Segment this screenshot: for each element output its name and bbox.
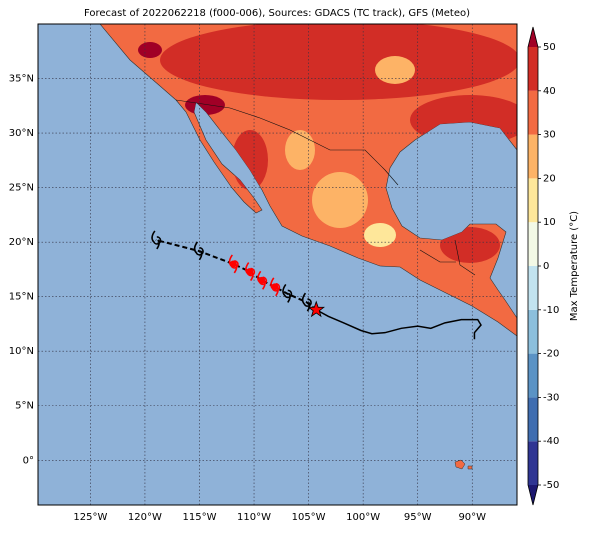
y-tick-label: 0°: [23, 455, 34, 466]
x-tick-label: 120°W: [128, 512, 162, 523]
colorbar-tick-label: 30: [543, 130, 556, 141]
y-tick-label: 15°N: [9, 292, 34, 303]
axis-labels: 125°W 120°W 115°W 110°W 105°W 100°W 95°W 90°W 0°…: [9, 74, 486, 523]
colorbar-tick-label: 0: [543, 261, 549, 272]
colorbar-tick-label: 20: [543, 173, 556, 184]
border: [175, 99, 399, 186]
y-tick-label: 20°N: [9, 237, 34, 248]
hot-region: [160, 24, 517, 100]
colorbar-tick-label: -40: [543, 436, 559, 447]
mild-region: [285, 130, 315, 170]
colorbar-swatch: [528, 353, 538, 398]
colorbar-tick-label: -20: [543, 349, 559, 360]
map-title: Forecast of 2022062218 (f000-006), Sourc…: [84, 8, 470, 19]
map-area: [38, 24, 517, 505]
mild-region: [312, 172, 368, 228]
storm-symbol: [270, 277, 281, 297]
storm-symbol: [151, 230, 162, 250]
x-tick-label: 105°W: [292, 512, 326, 523]
storm-symbol: [257, 270, 268, 290]
storm-symbol: [193, 241, 204, 261]
storm-symbol: [228, 254, 239, 274]
y-tick-label: 25°N: [9, 183, 34, 194]
storm-symbol: [245, 262, 256, 282]
y-tick-label: 30°N: [9, 128, 34, 139]
x-tick-label: 90°W: [458, 512, 486, 523]
map-frame: [37, 23, 518, 506]
current-position-star: [307, 300, 326, 318]
colorbar-swatch: [528, 309, 538, 354]
colorbar-swatch: [528, 134, 538, 179]
border: [419, 239, 476, 276]
colorbar-tick-label: -30: [543, 392, 559, 403]
x-tick-label: 125°W: [73, 512, 107, 523]
y-tick-label: 10°N: [9, 346, 34, 357]
x-tick-label: 110°W: [237, 512, 271, 523]
x-tick-label: 95°W: [404, 512, 432, 523]
tracks: [151, 230, 482, 340]
colorbar-swatch: [528, 178, 538, 223]
storm-symbol: [282, 283, 293, 303]
colorbar-label: Max Temperature (°C): [569, 211, 580, 321]
colorbar-swatch: [528, 441, 538, 485]
colorbar-tick-label: 50: [543, 42, 556, 53]
very-hot-region: [138, 42, 162, 58]
y-tick-label: 5°N: [15, 401, 34, 412]
storm-symbol: [301, 292, 312, 312]
colorbar-swatch: [528, 222, 538, 266]
cool-region: [364, 223, 396, 247]
x-tick-label: 100°W: [346, 512, 380, 523]
colorbar-tick-label: -50: [543, 480, 559, 491]
colorbar-swatch: [528, 397, 538, 442]
forecast-track: [155, 238, 317, 311]
colorbar-tick-label: 10: [543, 217, 556, 228]
colorbar-swatch: [528, 266, 538, 310]
colorbar-swatch: [528, 90, 538, 135]
colorbar-tick-label: 40: [543, 86, 556, 97]
colorbar-tick-label: -10: [543, 305, 559, 316]
colorbar-swatch: [528, 47, 538, 91]
hot-region: [440, 227, 500, 263]
colorbar: -50 -40 -30 -20 -10 0 10 20 30 40 50: [527, 26, 559, 506]
colorbar-extend-under: [528, 485, 538, 505]
observed-track: [315, 309, 482, 340]
colorbar-extend-over: [528, 27, 538, 47]
grid: [38, 24, 517, 505]
y-tick-label: 35°N: [9, 74, 34, 85]
mild-region: [375, 56, 415, 84]
x-tick-label: 115°W: [182, 512, 216, 523]
temperature-patches: [138, 24, 517, 263]
